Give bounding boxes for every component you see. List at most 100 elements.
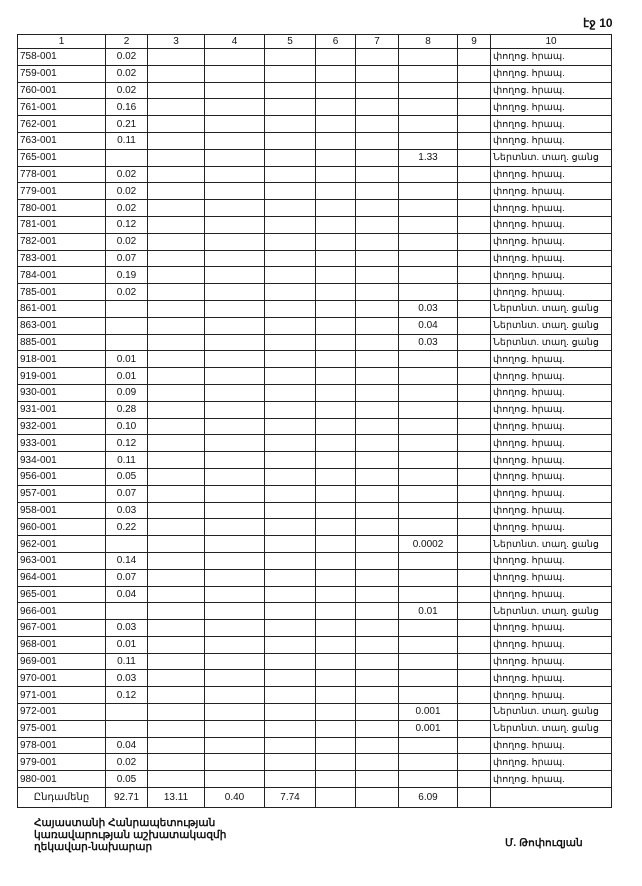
table-cell bbox=[315, 501, 356, 520]
table-cell: Ներտնտ. տաղ. ցանց bbox=[490, 703, 612, 721]
table-cell bbox=[355, 770, 399, 789]
table-cell bbox=[147, 215, 205, 234]
table-cell: 919-001 bbox=[17, 367, 106, 385]
table-cell: 0.09 bbox=[105, 383, 148, 402]
table-cell bbox=[204, 98, 265, 117]
table-cell bbox=[204, 182, 265, 201]
table-cell bbox=[355, 249, 399, 268]
table-cell: 0.04 bbox=[398, 316, 458, 335]
table-cell bbox=[147, 333, 205, 352]
table-cell bbox=[264, 602, 316, 621]
table-cell: 968-001 bbox=[17, 635, 106, 654]
table-row: 965-001 0.04 փողոց. հրապ. bbox=[17, 585, 612, 604]
table-cell bbox=[398, 215, 458, 234]
table-cell: 0.04 bbox=[105, 736, 148, 755]
table-cell bbox=[147, 619, 205, 637]
table-cell: 0.04 bbox=[105, 585, 148, 604]
total-row: Ընդամենը 92.71 13.11 0.40 7.74 6.09 bbox=[17, 787, 612, 809]
table-cell: 931-001 bbox=[17, 400, 106, 419]
table-row: 933-001 0.12 փողոց. հրապ. bbox=[17, 434, 612, 453]
table-cell bbox=[315, 518, 356, 537]
table-cell bbox=[264, 148, 316, 167]
table-cell bbox=[204, 333, 265, 352]
table-cell bbox=[398, 81, 458, 100]
table-cell: փողոց. հրապ. bbox=[490, 215, 612, 234]
table-cell bbox=[264, 686, 316, 705]
table-row: 967-001 0.03 փողոց. հրապ. bbox=[17, 619, 612, 637]
table-cell bbox=[315, 182, 356, 201]
table-row: 979-001 0.02 փողոց. հրապ. bbox=[17, 753, 612, 772]
table-cell bbox=[264, 199, 316, 217]
table-cell: 0.01 bbox=[105, 635, 148, 654]
table-cell: 978-001 bbox=[17, 736, 106, 755]
table-cell bbox=[204, 400, 265, 419]
table-cell: 963-001 bbox=[17, 551, 106, 570]
table-cell bbox=[355, 182, 399, 201]
table-cell bbox=[457, 383, 491, 402]
table-cell bbox=[457, 232, 491, 251]
table-cell bbox=[315, 283, 356, 301]
table-row: 968-001 0.01 փողոց. հրապ. bbox=[17, 635, 612, 654]
table-cell: 0.001 bbox=[398, 719, 458, 738]
table-cell bbox=[457, 367, 491, 385]
table-cell bbox=[457, 652, 491, 671]
table-cell bbox=[204, 383, 265, 402]
table-cell bbox=[264, 215, 316, 234]
table-cell bbox=[147, 434, 205, 453]
table-cell bbox=[355, 316, 399, 335]
table-cell bbox=[204, 770, 265, 789]
table-row: 978-001 0.04 փողոց. հրապ. bbox=[17, 736, 612, 755]
table-cell bbox=[315, 736, 356, 755]
table-row: 861-001 0.03 Ներտնտ. տաղ. ցանց bbox=[17, 299, 612, 318]
table-cell bbox=[398, 350, 458, 369]
table-cell bbox=[105, 719, 148, 738]
table-cell bbox=[204, 417, 265, 436]
table-cell bbox=[147, 98, 205, 117]
table-cell bbox=[457, 568, 491, 587]
table-row: 932-001 0.10 փողոց. հրապ. bbox=[17, 417, 612, 436]
table-cell bbox=[457, 602, 491, 621]
table-cell: 918-001 bbox=[17, 350, 106, 369]
table-cell bbox=[204, 215, 265, 234]
table-cell bbox=[355, 299, 399, 318]
table-cell bbox=[398, 266, 458, 285]
table-cell bbox=[264, 467, 316, 486]
table-cell bbox=[147, 686, 205, 705]
table-cell bbox=[398, 249, 458, 268]
table-cell bbox=[105, 316, 148, 335]
table-cell bbox=[457, 703, 491, 721]
table-cell bbox=[355, 551, 399, 570]
table-row: 762-001 0.21 փողոց. հրապ. bbox=[17, 115, 612, 133]
table-cell bbox=[204, 451, 265, 469]
table-row: 930-001 0.09 փողոց. հրապ. bbox=[17, 383, 612, 402]
table-cell bbox=[398, 400, 458, 419]
table-cell bbox=[264, 770, 316, 789]
table-cell bbox=[264, 434, 316, 453]
table-cell: փողոց. հրապ. bbox=[490, 81, 612, 100]
table-cell: փողոց. հրապ. bbox=[490, 249, 612, 268]
table-cell: փողոց. հրապ. bbox=[490, 115, 612, 133]
table-cell bbox=[315, 299, 356, 318]
table-cell bbox=[204, 686, 265, 705]
signatory-name: Մ. Թոփուզյան bbox=[505, 837, 583, 849]
table-cell bbox=[355, 451, 399, 469]
column-header: 7 bbox=[355, 34, 399, 49]
table-cell: 0.0002 bbox=[398, 535, 458, 553]
table-cell bbox=[315, 652, 356, 671]
table-cell bbox=[398, 484, 458, 503]
table-cell bbox=[457, 48, 491, 66]
table-cell bbox=[264, 64, 316, 83]
table-cell bbox=[398, 501, 458, 520]
table-cell bbox=[147, 182, 205, 201]
table-row: 780-001 0.02 փողոց. հրապ. bbox=[17, 199, 612, 217]
table-cell bbox=[398, 669, 458, 688]
table-cell bbox=[355, 568, 399, 587]
table-cell: փողոց. հրապ. bbox=[490, 383, 612, 402]
table-row: 918-001 0.01 փողոց. հրապ. bbox=[17, 350, 612, 369]
table-cell bbox=[264, 367, 316, 385]
table-cell bbox=[315, 669, 356, 688]
table-cell bbox=[457, 736, 491, 755]
table-cell bbox=[264, 635, 316, 654]
table-cell bbox=[355, 98, 399, 117]
column-header: 6 bbox=[315, 34, 356, 49]
